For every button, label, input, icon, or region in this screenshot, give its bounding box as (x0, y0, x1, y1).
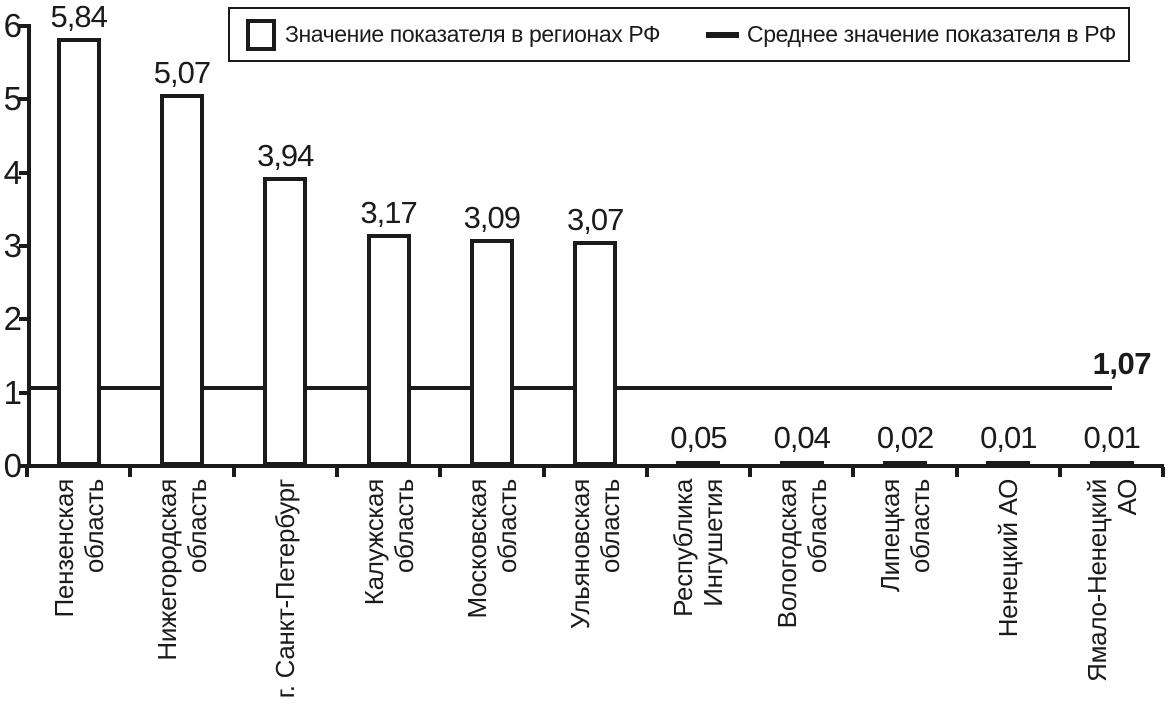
y-tick (19, 97, 28, 102)
bar-marker-icon (246, 18, 276, 51)
x-tick (541, 467, 546, 477)
category-label: Вологодская область (771, 479, 832, 629)
category-label: Республика Ингушетия (668, 479, 729, 617)
category-label: Липецкая область (875, 479, 936, 593)
bar-value-label: 0,05 (670, 420, 727, 455)
y-tick (19, 244, 28, 248)
x-axis (27, 464, 1164, 468)
x-tick (438, 467, 443, 477)
x-tick (231, 467, 236, 477)
bar-value-label: 0,01 (1083, 420, 1140, 455)
x-tick (25, 467, 29, 477)
y-tick-label: 5 (3, 80, 22, 118)
category-label: г. Санкт-Петербург (270, 479, 301, 699)
bar (779, 461, 824, 468)
x-tick (334, 467, 339, 477)
bar (883, 461, 928, 468)
bar-value-label: 5,07 (153, 55, 211, 91)
legend-label-average: Среднее значение показателя в РФ (747, 21, 1116, 47)
y-tick (19, 464, 28, 468)
category-label: Нижегородская область (151, 479, 212, 661)
bar-value-label: 0,02 (876, 420, 934, 455)
y-tick-label: 1 (3, 373, 22, 411)
category-label: Пензенская область (48, 479, 109, 618)
bar (1089, 461, 1134, 468)
bar-value-label: 0,04 (773, 420, 831, 455)
y-tick-label: 0 (3, 447, 22, 484)
x-tick (851, 467, 856, 477)
category-label: Московская область (461, 479, 522, 619)
average-line (27, 385, 1112, 390)
x-tick (748, 467, 753, 477)
bar (986, 461, 1031, 468)
bar-value-label: 3,09 (463, 200, 521, 236)
category-label: Ненецкий АО (993, 479, 1024, 638)
x-tick (954, 467, 959, 477)
bar-value-label: 0,01 (980, 420, 1037, 455)
legend: Значение показателя в регионах РФ Средне… (228, 7, 1130, 62)
bar (159, 94, 204, 466)
bar (469, 239, 514, 466)
category-label: Ульяновская область (565, 479, 626, 630)
bar-value-label: 3,17 (360, 194, 417, 230)
bar-value-label: 5,84 (50, 0, 107, 34)
category-label: Ямало-Ненецкий АО (1081, 479, 1142, 682)
bar (573, 240, 618, 466)
legend-item-average: Среднее значение показателя в РФ (706, 21, 1116, 48)
y-tick-label: 3 (3, 227, 22, 264)
average-value-label: 1,07 (1092, 346, 1152, 381)
bar (676, 461, 721, 468)
category-label: Калужская область (358, 479, 419, 606)
x-tick (128, 467, 133, 477)
bar-value-label: 3,07 (566, 201, 624, 237)
y-tick (19, 24, 28, 29)
bar-value-label: 3,94 (257, 138, 314, 174)
x-tick (1058, 467, 1062, 477)
bar (56, 37, 101, 466)
line-marker-icon (706, 31, 740, 38)
y-tick-label: 4 (3, 153, 22, 191)
y-tick-label: 2 (3, 300, 22, 338)
y-tick-label: 6 (3, 7, 22, 45)
bar (263, 177, 308, 466)
y-tick (19, 170, 28, 175)
y-axis (27, 24, 31, 468)
bar (366, 233, 411, 466)
y-tick (19, 390, 28, 395)
y-tick (19, 317, 28, 322)
x-tick (1161, 467, 1166, 477)
legend-label-regions: Значение показателя в регионах РФ (285, 21, 661, 47)
x-tick (644, 467, 649, 477)
legend-item-regions: Значение показателя в регионах РФ (246, 18, 661, 51)
